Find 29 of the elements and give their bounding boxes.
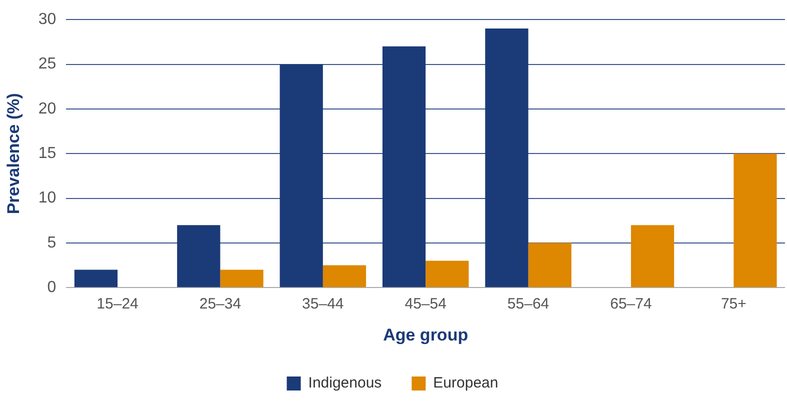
bar [382, 46, 426, 288]
bar [485, 28, 528, 288]
bar [177, 225, 220, 288]
x-tick-label: 45–54 [404, 296, 446, 313]
y-tick-label: 20 [38, 100, 56, 118]
x-tick-label: 55–64 [507, 296, 550, 313]
x-tick-label: 25–34 [199, 296, 242, 313]
y-tick-label: 0 [47, 279, 56, 296]
x-tick-label: 15–24 [96, 296, 138, 313]
y-axis-title: Prevalence (%) [4, 93, 23, 214]
x-axis-title: Age group [383, 325, 468, 344]
legend-label: Indigenous [308, 374, 382, 392]
bar [734, 154, 777, 288]
y-tick-label: 15 [38, 145, 56, 162]
y-tick-label: 25 [38, 56, 56, 73]
bar [630, 225, 674, 288]
legend-label: European [433, 374, 498, 392]
bar [220, 270, 264, 288]
y-tick-label: 10 [38, 190, 56, 207]
x-tick-label: 75+ [720, 296, 747, 313]
bar [528, 242, 572, 288]
y-tick-label: 5 [47, 234, 56, 252]
x-tick-label: 35–44 [302, 296, 344, 313]
bar [74, 270, 118, 288]
x-tick-label: 65–74 [610, 296, 652, 313]
y-tick-label: 30 [38, 11, 56, 28]
bar [322, 265, 366, 288]
bar [426, 260, 469, 288]
bar [280, 64, 323, 288]
